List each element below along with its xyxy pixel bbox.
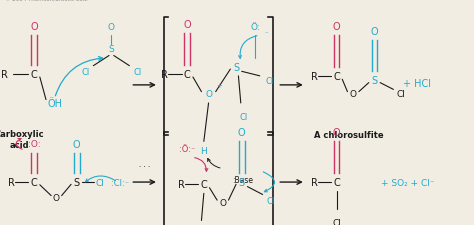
- Text: Cl: Cl: [266, 196, 274, 205]
- Text: © 2004 Thomson/Brooks Cole: © 2004 Thomson/Brooks Cole: [5, 0, 87, 2]
- Text: C: C: [31, 177, 37, 187]
- Text: R: R: [1, 69, 8, 79]
- Text: Cl: Cl: [81, 68, 90, 76]
- Text: H: H: [201, 146, 207, 155]
- Text: O: O: [73, 139, 81, 149]
- Text: S: S: [109, 45, 114, 54]
- Text: O: O: [183, 20, 191, 30]
- Text: A chlorosulfite: A chlorosulfite: [314, 130, 383, 140]
- Text: O: O: [205, 90, 212, 99]
- Text: O: O: [108, 22, 115, 32]
- Text: :Base: :Base: [232, 176, 253, 184]
- Text: S: S: [372, 76, 377, 86]
- Text: R: R: [178, 180, 185, 189]
- Text: Cl: Cl: [133, 68, 142, 76]
- Text: S: S: [233, 63, 239, 72]
- Text: :Cl:⁻: :Cl:⁻: [111, 178, 129, 187]
- Text: Cl: Cl: [239, 112, 247, 122]
- Text: O: O: [350, 90, 356, 99]
- Text: R: R: [8, 177, 15, 187]
- Text: +: +: [216, 83, 222, 88]
- Text: ÖH: ÖH: [47, 99, 62, 108]
- Text: O: O: [333, 22, 340, 32]
- Text: ⁻: ⁻: [265, 31, 269, 37]
- Text: Cl: Cl: [332, 218, 341, 225]
- Text: O: O: [371, 27, 378, 36]
- Text: Carboxylic
acid: Carboxylic acid: [0, 130, 44, 149]
- Text: O: O: [30, 22, 38, 32]
- Text: Cl: Cl: [265, 76, 273, 86]
- Text: C: C: [31, 69, 37, 79]
- Text: O: O: [238, 128, 246, 138]
- Text: · · ·: · · ·: [139, 164, 150, 169]
- Text: C: C: [201, 180, 207, 189]
- Text: R: R: [310, 72, 318, 81]
- Text: R: R: [310, 177, 318, 187]
- Text: S: S: [74, 177, 80, 187]
- Text: O: O: [53, 194, 59, 202]
- Text: + SO₂ + Cl⁻: + SO₂ + Cl⁻: [381, 178, 435, 187]
- Text: C: C: [184, 69, 191, 79]
- Text: C: C: [333, 72, 340, 81]
- Text: Cl: Cl: [95, 178, 104, 187]
- Text: Cl: Cl: [396, 90, 405, 99]
- Text: :O:: :O:: [28, 140, 40, 148]
- Text: Ö:: Ö:: [250, 22, 260, 32]
- Text: O: O: [333, 128, 340, 138]
- Text: :Ö:⁻: :Ö:⁻: [179, 144, 195, 153]
- Text: C: C: [333, 177, 340, 187]
- Text: R: R: [161, 69, 168, 79]
- Text: O: O: [219, 198, 226, 207]
- Text: + HCl: + HCl: [403, 78, 431, 88]
- Text: S: S: [239, 177, 245, 187]
